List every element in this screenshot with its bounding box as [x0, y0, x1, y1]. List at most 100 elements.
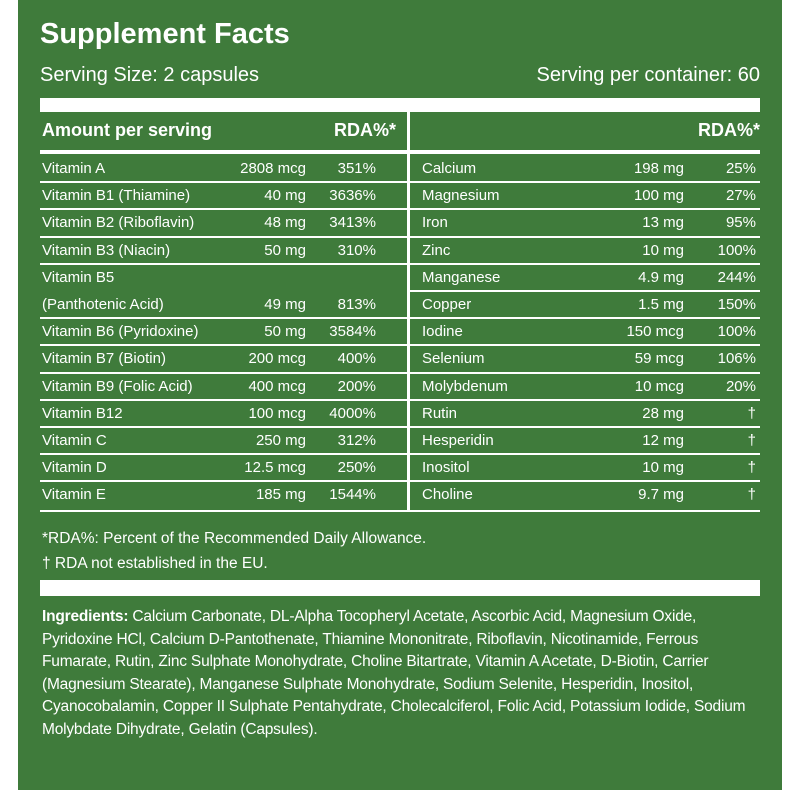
nutrient-name: Inositol: [422, 459, 470, 477]
nutrient-rda: 95%: [725, 214, 756, 232]
row-divider: [40, 480, 407, 483]
nutrient-name: Vitamin B7 (Biotin): [42, 350, 166, 368]
nutrient-name: Vitamin C: [42, 432, 107, 449]
nutrient-rda: †: [747, 486, 756, 504]
nutrient-rda: †: [747, 459, 756, 477]
nutrient-rda: 100%: [717, 323, 756, 341]
nutrient-amount: 198 mg: [633, 160, 684, 177]
row-divider: [410, 344, 760, 347]
divider-line: [40, 510, 760, 512]
nutrient-name: Vitamin B3 (Niacin): [42, 241, 171, 259]
row-divider: [40, 371, 407, 374]
nutrient-rda: †: [747, 432, 756, 449]
divider-line: [40, 150, 760, 154]
nutrient-rda: 3413%: [329, 214, 376, 232]
nutrient-amount: 50 mg: [264, 241, 306, 259]
nutrient-rda: 106%: [717, 350, 756, 368]
nutrient-name: Vitamin B1 (Thiamine): [42, 187, 191, 205]
nutrient-rda: 1544%: [329, 486, 376, 504]
row-divider: [410, 371, 760, 374]
nutrient-rda: 312%: [337, 432, 376, 449]
row-divider: [410, 426, 760, 428]
nutrient-amount: 50 mg: [264, 323, 306, 341]
nutrient-name: Vitamin B5 (Panthotenic Acid): [42, 268, 164, 313]
row-divider: [410, 235, 760, 238]
row-divider: [410, 453, 760, 456]
footnote: † RDA not established in the EU.: [42, 555, 268, 572]
column-header: Amount per serving: [42, 120, 213, 140]
nutrient-name: Hesperidin: [422, 432, 494, 449]
nutrient-rda: 310%: [337, 241, 376, 259]
nutrient-rda: 250%: [337, 459, 376, 477]
nutrient-name: Molybdenum: [422, 377, 508, 395]
nutrient-rda: 25%: [725, 160, 756, 177]
nutrient-amount: 250 mg: [255, 432, 306, 449]
row-divider: [410, 317, 760, 320]
nutrient-name: Rutin: [422, 404, 458, 422]
nutrient-name: Magnesium: [422, 187, 500, 205]
nutrient-amount: 4.9 mg: [638, 268, 684, 286]
nutrient-name: Selenium: [422, 350, 485, 368]
nutrient-rda: 813%: [337, 296, 376, 313]
ingredients-label: Ingredients:: [42, 608, 129, 625]
nutrient-rda: 100%: [717, 241, 756, 259]
nutrient-name: Calcium: [422, 160, 477, 177]
nutrient-name: Vitamin E: [42, 486, 106, 504]
nutrient-amount: 59 mcg: [634, 350, 684, 368]
nutrient-name: Vitamin B2 (Riboflavin): [42, 214, 195, 232]
nutrient-amount: 12.5 mcg: [244, 459, 306, 477]
row-divider: [40, 426, 407, 428]
nutrient-amount: 40 mg: [264, 187, 306, 205]
nutrient-name: Vitamin B9 (Folic Acid): [42, 377, 193, 395]
nutrient-amount: 150 mcg: [626, 323, 684, 341]
nutrient-rda: 400%: [337, 350, 376, 368]
row-divider: [40, 344, 407, 347]
serving-size: Serving Size: 2 capsules: [40, 64, 260, 86]
row-divider: [40, 208, 407, 211]
nutrient-name: Manganese: [422, 268, 501, 286]
nutrient-name: Iodine: [422, 323, 463, 341]
ingredients-text: Calcium Carbonate, DL-Alpha Tocopheryl A…: [42, 608, 746, 738]
nutrient-amount: 1.5 mg: [638, 296, 684, 313]
servings-per-container: Serving per container: 60: [536, 64, 760, 86]
column-divider: [407, 112, 410, 512]
nutrient-rda: 20%: [725, 377, 756, 395]
nutrient-amount: 10 mg: [642, 241, 684, 259]
row-divider: [40, 453, 407, 456]
row-divider: [410, 290, 760, 292]
row-divider: [40, 317, 407, 320]
row-divider: [40, 235, 407, 238]
nutrient-amount: 100 mg: [633, 187, 684, 205]
nutrient-rda: 150%: [717, 296, 756, 313]
nutrient-name: Iron: [422, 214, 448, 232]
nutrient-amount: 9.7 mg: [638, 486, 684, 504]
nutrient-amount: 12 mg: [642, 432, 684, 449]
nutrient-amount: 48 mg: [264, 214, 306, 232]
footnote: *RDA%: Percent of the Recommended Daily …: [42, 530, 427, 547]
nutrient-amount: 49 mg: [264, 296, 306, 313]
nutrient-rda: †: [747, 404, 756, 422]
nutrient-name: Zinc: [422, 241, 451, 259]
row-divider: [40, 181, 407, 184]
supplement-facts-panel: Supplement Facts Serving Size: 2 capsule…: [18, 0, 782, 790]
nutrient-amount: 2808 mcg: [240, 160, 306, 177]
row-divider: [410, 181, 760, 184]
nutrient-rda: 244%: [717, 268, 756, 286]
nutrient-name: Choline: [422, 486, 473, 504]
nutrient-amount: 28 mg: [642, 404, 684, 422]
divider-bar: [40, 98, 760, 112]
nutrient-rda: 351%: [337, 160, 376, 177]
row-divider: [410, 262, 760, 265]
nutrient-rda: 27%: [725, 187, 756, 205]
nutrient-name: Vitamin B12: [42, 404, 123, 422]
nutrient-rda: 200%: [337, 377, 376, 395]
row-divider: [410, 480, 760, 483]
divider-bar: [40, 580, 760, 596]
title: Supplement Facts: [40, 18, 290, 50]
nutrient-amount: 10 mg: [642, 459, 684, 477]
nutrient-rda: 4000%: [329, 404, 376, 422]
nutrient-amount: 400 mcg: [248, 377, 306, 395]
row-divider: [40, 262, 407, 265]
nutrient-rda: 3584%: [329, 323, 376, 341]
nutrient-name: Copper: [422, 296, 472, 313]
